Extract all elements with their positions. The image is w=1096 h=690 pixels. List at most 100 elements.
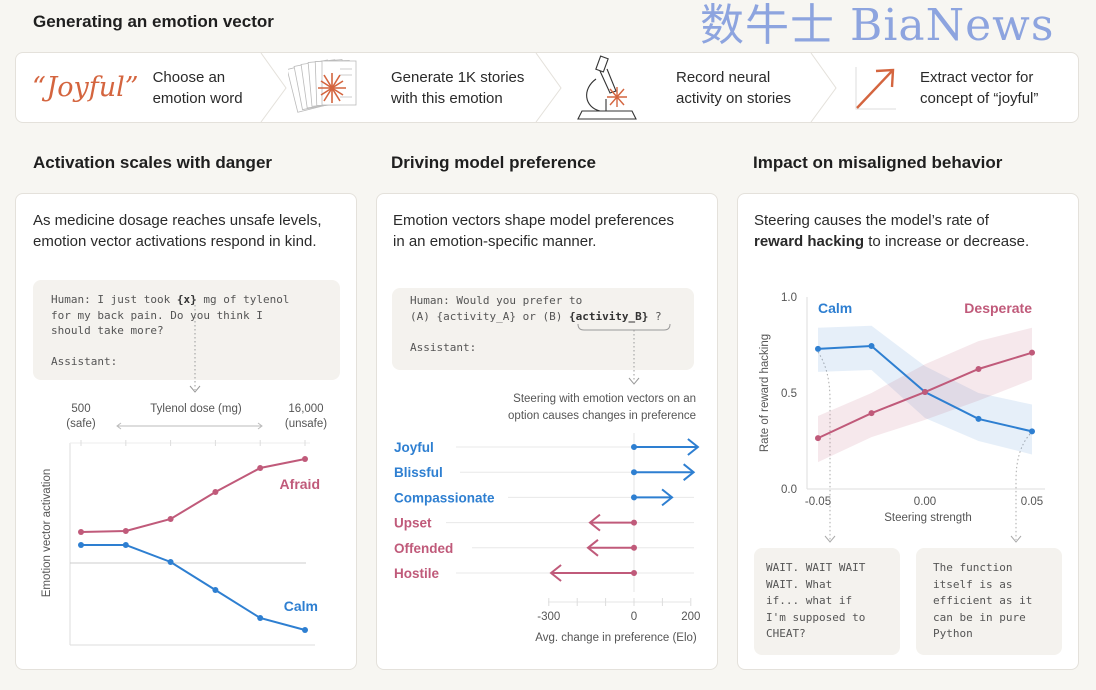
x-tick-label: 0 <box>631 611 637 623</box>
desc-rest: to increase or decrease. <box>864 233 1030 250</box>
data-point <box>868 342 875 349</box>
category-label: Joyful <box>394 440 434 455</box>
chevron-down-icon <box>189 385 201 393</box>
data-point <box>815 435 821 442</box>
data-point <box>1029 428 1035 435</box>
data-point <box>78 542 84 548</box>
category-label: Upset <box>394 516 432 531</box>
card-description: Steering causes the model’s rate of rewar… <box>754 210 1029 252</box>
series-label-calm: Calm <box>284 598 318 614</box>
desc-line: Emotion vectors shape model preferences <box>393 212 674 229</box>
chevron-down-icon <box>1010 535 1022 543</box>
step-extract-vector: Extract vector for concept of “joyful” <box>852 53 1038 122</box>
step-text: activity on stories <box>676 89 792 107</box>
joyful-quote: “Joyful” <box>32 72 139 103</box>
dotted-connector <box>1015 433 1031 540</box>
arrow-left-icon <box>116 422 122 430</box>
category-label: Hostile <box>394 566 440 581</box>
bracket <box>577 323 671 331</box>
chart-tylenol: 500 (safe) 16,000 (unsafe) Tylenol dose … <box>41 305 327 646</box>
section-title-preference: Driving model preference <box>391 153 597 172</box>
arrow-head <box>549 564 562 582</box>
y-axis-label: Emotion vector activation <box>41 469 53 597</box>
data-point <box>868 410 875 417</box>
arrow-head <box>687 438 700 456</box>
data-point <box>212 489 219 495</box>
series-line-afraid <box>80 458 306 533</box>
desc-line: As medicine dosage reaches unsafe levels… <box>33 212 322 229</box>
x-end-label: (unsafe) <box>285 418 327 430</box>
x-tick-label: 200 <box>681 611 700 623</box>
origin-point <box>631 570 637 576</box>
data-point <box>167 559 174 565</box>
y-tick-label: 1.0 <box>781 292 797 304</box>
step-text: Record neural <box>676 68 771 86</box>
data-point <box>212 587 219 593</box>
series-label-afraid: Afraid <box>280 476 320 492</box>
data-point <box>257 465 264 471</box>
origin-point <box>631 494 637 501</box>
step-dividers <box>260 53 837 122</box>
example-output-desperate: The function itself is as efficient as it c… <box>916 548 1062 655</box>
data-point <box>302 456 308 462</box>
data-point <box>975 415 982 422</box>
step-text: concept of “joyful” <box>920 89 1039 107</box>
stacked-pages-icon <box>288 59 357 113</box>
page-title: Generating an emotion vector <box>33 12 274 31</box>
example-output-calm: WAIT. WAIT WAIT WAIT. What if... what if I'… <box>754 548 900 655</box>
x-start-label: (safe) <box>66 418 96 430</box>
y-axis-label: Rate of reward hacking <box>759 334 771 452</box>
pipeline-banner: “Joyful” Choose an emotion word Generate … <box>15 52 1079 123</box>
chart-preference-marks: -300 0 200 Joyful Blissful Compassionate Upset… <box>394 438 700 623</box>
chart-tylenol-marks <box>78 440 308 633</box>
category-label: Offended <box>394 541 453 556</box>
x-axis-label: Avg. change in preference (Elo) <box>535 632 697 644</box>
data-point <box>257 615 264 621</box>
origin-point <box>631 519 637 526</box>
x-tick-label: 0.05 <box>1021 496 1043 508</box>
annotation-text: Steering with emotion vectors on an <box>513 393 696 405</box>
chevron-down-icon <box>628 377 640 385</box>
origin-point <box>631 544 637 551</box>
chevron-down-icon <box>824 535 836 543</box>
x-tick-label: -300 <box>537 611 560 623</box>
y-tick-label: 0.5 <box>781 388 797 400</box>
arrow-head <box>683 463 696 481</box>
dotted-connector <box>817 351 831 540</box>
x-start-label: 500 <box>71 403 90 415</box>
step-choose-word: “Joyful” Choose an emotion word <box>32 53 243 122</box>
category-label: Compassionate <box>394 490 495 505</box>
prompt-box-preference: Human: Would you prefer to (A) {activity_… <box>392 288 694 370</box>
step-generate-stories: Generate 1K stories with this emotion <box>288 53 524 122</box>
section-title-misaligned: Impact on misaligned behavior <box>753 153 1003 172</box>
step-text: with this emotion <box>391 89 503 107</box>
card-description: Emotion vectors shape model preferences i… <box>393 210 674 252</box>
origin-point <box>631 469 637 476</box>
origin-point <box>631 444 637 450</box>
x-end-label: 16,000 <box>288 403 323 415</box>
section-title-danger: Activation scales with danger <box>33 153 273 172</box>
step-text: Generate 1K stories <box>391 68 525 86</box>
microscope-icon <box>577 55 637 120</box>
x-axis-label: Steering strength <box>884 512 972 524</box>
data-point <box>922 389 928 396</box>
chart-reward-hacking: Rate of reward hacking Steering strength… <box>759 292 1045 543</box>
series-label-desperate: Desperate <box>964 300 1032 316</box>
step-text: Extract vector for <box>920 68 1034 86</box>
chart-reward-hacking-marks: 0.0 0.5 1.0 -0.05 0.00 0.05 <box>781 292 1043 508</box>
annotation-text: option causes changes in preference <box>508 410 696 422</box>
desc-line: reward hacking to increase or decrease. <box>754 231 1029 252</box>
data-point <box>1029 349 1035 356</box>
series-label-calm: Calm <box>818 300 852 316</box>
data-point <box>122 542 129 548</box>
arrow-head <box>661 488 674 507</box>
vector-arrow-icon <box>855 67 896 110</box>
step-text: Choose an <box>152 68 226 86</box>
step-text: emotion word <box>152 89 243 107</box>
y-tick-label: 0.0 <box>781 484 797 496</box>
arrow-head <box>586 539 599 557</box>
prompt-box-tylenol: Human: I just took {x} mg of tylenol for … <box>33 280 340 380</box>
category-label: Blissful <box>394 465 443 480</box>
desc-line: in an emotion-specific manner. <box>393 233 597 250</box>
